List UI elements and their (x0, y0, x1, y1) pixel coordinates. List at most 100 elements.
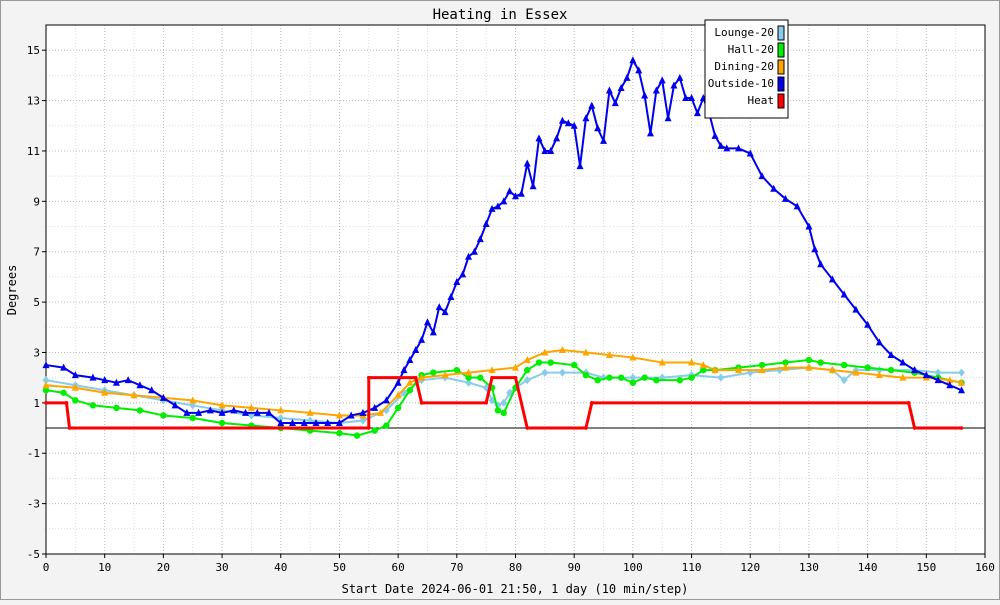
legend-swatch (777, 93, 785, 109)
outside-10-point (406, 356, 414, 364)
outside-10-point (470, 247, 478, 255)
heat-point (525, 426, 530, 430)
outside-10-point (811, 245, 819, 253)
legend-label: Lounge-20 (714, 26, 774, 39)
hall-20-point (42, 387, 50, 394)
outside-10-point (676, 73, 684, 81)
legend-swatch (777, 42, 785, 58)
dining-20-point (658, 358, 666, 366)
hall-20-point (805, 356, 813, 364)
outside-10-point (746, 149, 754, 157)
dining-20-point (394, 391, 402, 399)
outside-10-point (394, 378, 402, 386)
hall-20-point (60, 389, 67, 396)
hall-20-point (617, 374, 625, 381)
outside-10-point (459, 270, 467, 278)
outside-10-point (195, 408, 203, 416)
x-tick-label: 50 (333, 561, 346, 574)
outside-10-point (476, 235, 484, 243)
dining-20-point (418, 373, 426, 381)
outside-10-point (617, 83, 625, 91)
outside-10-point (582, 114, 590, 122)
outside-10-point (112, 378, 120, 386)
dining-20-point (699, 361, 707, 369)
dining-20-point (247, 403, 255, 411)
outside-10-point (435, 303, 443, 311)
outside-10-point (148, 386, 156, 394)
outside-10-point (600, 136, 608, 144)
hall-20-point (383, 422, 390, 429)
dining-20-point (735, 366, 743, 374)
y-tick-label: 15 (27, 44, 40, 57)
legend-label: Hall-20 (728, 43, 774, 56)
x-tick-label: 110 (682, 561, 702, 574)
heat-point (366, 375, 371, 380)
outside-10-point (922, 371, 930, 379)
hall-20-point (653, 376, 660, 384)
hall-20-point (606, 374, 613, 381)
lounge-20-point (629, 373, 637, 382)
outside-10-point (324, 419, 332, 427)
outside-10-point (664, 114, 672, 122)
outside-10-point (564, 119, 572, 127)
dining-20-point (406, 378, 414, 386)
dining-20-point (71, 383, 79, 391)
hall-20-point (840, 361, 848, 369)
heat-point (44, 401, 48, 405)
hall-20-point (394, 404, 402, 412)
y-axis-label: Degrees (5, 265, 19, 316)
x-tick-label: 160 (975, 561, 995, 574)
dining-20-point (582, 348, 590, 356)
hall-20-point (136, 407, 144, 414)
hall-20-point (453, 366, 461, 374)
outside-10-point (735, 144, 743, 152)
lounge-20-point (277, 413, 285, 422)
outside-10-point (570, 121, 578, 129)
outside-10-point (646, 129, 654, 137)
lounge-20-point (359, 416, 367, 425)
hall-20-point (500, 409, 507, 417)
hall-20-point (547, 359, 554, 366)
outside-10-point (265, 408, 273, 416)
hall-20-point (430, 369, 437, 376)
lounge-20-point (500, 398, 508, 407)
hall-20-point (494, 407, 502, 414)
heat-point (906, 401, 911, 405)
lounge-20-point (558, 368, 566, 377)
outside-10-point (218, 408, 226, 416)
hall-20-point (570, 361, 578, 369)
dining-20-point (523, 356, 531, 364)
outside-10-point (312, 419, 320, 427)
outside-10-point (817, 260, 825, 268)
outside-10-point (682, 94, 690, 102)
hall-20-point (535, 359, 543, 366)
y-tick-label: 9 (33, 195, 40, 208)
legend-swatch (777, 25, 785, 41)
hall-20-point (864, 364, 871, 371)
outside-10-point (541, 146, 549, 154)
heat-point (366, 426, 371, 430)
outside-10-point (347, 411, 355, 419)
outside-10-point (253, 408, 261, 416)
outside-10-point (629, 56, 637, 64)
dining-20-point (306, 408, 314, 416)
outside-10-point (711, 131, 719, 139)
outside-10-point (453, 277, 461, 285)
dining-20-point (805, 363, 813, 371)
x-tick-label: 80 (509, 561, 522, 574)
heat-point (64, 401, 69, 405)
hall-20-point (465, 374, 472, 381)
outside-10-point (688, 94, 696, 102)
lounge-20-point (958, 368, 966, 377)
outside-10-point (429, 328, 437, 336)
heat-point (67, 426, 72, 430)
outside-10-point (946, 381, 954, 389)
outside-10-point (605, 86, 613, 94)
outside-10-point (781, 194, 789, 202)
outside-10-point (770, 184, 778, 192)
outside-10-point (693, 109, 701, 117)
y-tick-label: 5 (33, 296, 40, 309)
hall-20-point (72, 397, 79, 404)
outside-10-point (899, 358, 907, 366)
outside-10-point (641, 91, 649, 99)
